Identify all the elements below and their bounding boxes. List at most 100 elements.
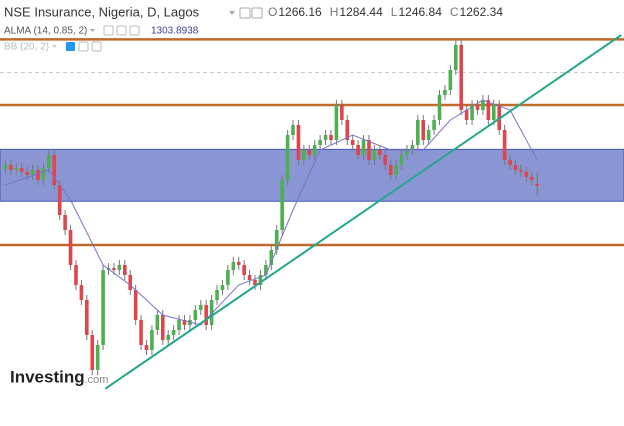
candle-body — [128, 275, 133, 290]
candle-body — [529, 176, 534, 180]
ohlc-label: L — [391, 5, 398, 19]
candle-body — [9, 165, 13, 170]
candle-body — [215, 290, 219, 300]
candle-body — [177, 320, 181, 330]
candle-body — [453, 45, 458, 70]
candle-body — [394, 165, 398, 175]
candle-body — [123, 265, 127, 275]
candle-body — [41, 168, 46, 180]
candle-body — [535, 183, 539, 187]
candle-body — [405, 150, 409, 155]
candle-body — [36, 170, 40, 180]
candle-body — [204, 305, 208, 325]
candle-body — [421, 120, 426, 140]
candle-body — [296, 125, 301, 160]
header-icon — [66, 42, 75, 51]
candle-body — [470, 105, 474, 120]
candle-body — [57, 185, 62, 215]
candle-body — [350, 140, 355, 145]
candle-body — [236, 261, 241, 265]
candle-body — [95, 345, 100, 370]
watermark-suffix: .com — [85, 374, 109, 386]
candle-body — [253, 280, 257, 285]
indicator-value: 1303.8938 — [151, 26, 199, 37]
candle-body — [14, 168, 19, 170]
support-band — [0, 148, 624, 202]
candle-body — [280, 180, 284, 230]
candle-body — [220, 285, 225, 290]
candle-body — [193, 310, 198, 320]
alma-line — [5, 99, 538, 326]
candle-body — [323, 135, 328, 140]
candle-body — [68, 230, 73, 265]
candle-body — [432, 120, 436, 130]
header-icon — [129, 25, 140, 36]
candle-body — [340, 105, 344, 120]
candle-body — [171, 330, 176, 335]
candle-body — [133, 290, 138, 320]
candle-body — [416, 120, 420, 145]
candle-body — [372, 150, 377, 160]
ohlc-label: O — [268, 5, 277, 19]
candle-body — [160, 315, 165, 340]
candle-body — [475, 105, 480, 110]
dropdown-icon — [90, 29, 95, 32]
candle-body — [388, 165, 393, 175]
watermark: Investing — [10, 367, 85, 386]
candle-body — [502, 130, 507, 160]
legend-header: NSE Insurance, Nigeria, D, Lagos O 1266.16… — [4, 4, 503, 52]
candle-body — [258, 275, 263, 285]
candle-body — [291, 125, 295, 135]
candle-body — [443, 90, 447, 95]
candle-body — [247, 275, 252, 280]
candle-body — [356, 145, 360, 155]
candle-body — [399, 155, 404, 165]
candle-body — [155, 315, 160, 330]
header-icon — [116, 25, 127, 36]
candle-body — [302, 150, 306, 160]
ohlc-value: 1262.34 — [460, 5, 504, 19]
candle-body — [361, 140, 366, 155]
candle-body — [112, 268, 116, 270]
candle-body — [486, 100, 491, 120]
chart-title: NSE Insurance, Nigeria, D, Lagos — [4, 4, 200, 19]
candle-body — [226, 270, 230, 285]
candle-body — [481, 100, 485, 110]
candle-body — [285, 135, 290, 180]
candle-body — [25, 171, 29, 175]
candle-body — [345, 120, 350, 140]
dropdown-icon — [229, 11, 235, 15]
candle-body — [307, 150, 312, 155]
candle-body — [139, 320, 143, 345]
candle-body — [318, 140, 322, 145]
candle-body — [30, 170, 35, 175]
candle-body — [166, 335, 171, 340]
candle-body — [144, 345, 149, 350]
dropdown-icon — [52, 45, 57, 48]
candle-body — [448, 70, 453, 90]
candle-body — [79, 285, 84, 300]
ohlc-label: C — [450, 5, 459, 19]
ohlc-value: 1246.84 — [398, 5, 442, 19]
candle-body — [491, 105, 496, 120]
ohlc-value: 1266.16 — [278, 5, 322, 19]
candle-body — [85, 300, 89, 335]
candle-body — [274, 230, 279, 250]
candle-body — [63, 215, 67, 230]
candle-body — [459, 45, 464, 110]
ohlc-label: H — [330, 5, 339, 19]
candle-body — [269, 250, 274, 265]
candle-body — [524, 171, 529, 177]
candle-body — [90, 335, 95, 370]
candle-body — [209, 300, 214, 325]
header-icon — [103, 25, 114, 36]
ohlc-value: 1284.44 — [339, 5, 383, 19]
candle-body — [231, 261, 236, 270]
candle-body — [378, 150, 382, 155]
candle-body — [426, 130, 431, 140]
candle-body — [150, 330, 154, 350]
candle-body — [334, 105, 339, 140]
candle-body — [464, 110, 469, 120]
candle-body — [410, 145, 415, 150]
